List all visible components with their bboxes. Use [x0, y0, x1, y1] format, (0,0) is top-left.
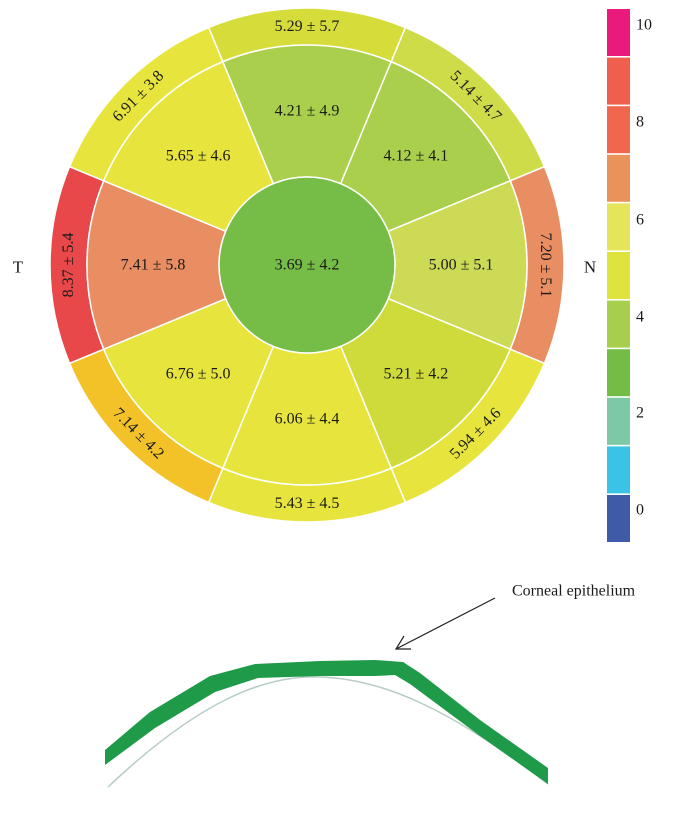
inner-value-nasal: 5.00 ± 5.1 — [429, 257, 494, 274]
legend-swatch-6 — [607, 300, 630, 348]
legend-swatch-3 — [607, 154, 630, 202]
legend-label-6: 6 — [636, 212, 644, 229]
outer-value-superior: 5.29 ± 5.7 — [275, 18, 340, 35]
thickness-map: 5.29 ± 5.75.14 ± 4.77.20 ± 5.15.94 ± 4.6… — [49, 7, 565, 523]
legend-swatch-8 — [607, 397, 630, 445]
legend-swatch-7 — [607, 349, 630, 397]
outer-value-nasal: 7.20 ± 5.1 — [537, 233, 554, 298]
inner-value-superior-temporal: 5.65 ± 4.6 — [166, 148, 231, 165]
legend-label-4: 4 — [636, 309, 644, 326]
annotation-arrowhead — [394, 635, 411, 650]
annotation-pointer-line — [395, 597, 496, 650]
inner-value-temporal: 7.41 ± 5.8 — [121, 257, 186, 274]
legend-swatch-10 — [607, 495, 630, 542]
corneal-epithelium-label: Corneal epithelium — [512, 583, 636, 600]
legend-swatch-1 — [607, 57, 630, 105]
outer-value-inferior: 5.43 ± 4.5 — [275, 495, 340, 512]
corneal-epithelium-band — [105, 660, 548, 784]
legend-swatch-0 — [607, 9, 630, 56]
inner-value-inferior: 6.06 ± 4.4 — [275, 411, 340, 428]
legend-label-2: 2 — [636, 405, 644, 422]
inner-value-inferior-nasal: 5.21 ± 4.2 — [383, 365, 448, 382]
legend-swatch-5 — [607, 252, 630, 299]
center-value: 3.69 ± 4.2 — [275, 257, 340, 274]
inner-value-superior-nasal: 4.12 ± 4.1 — [383, 148, 448, 165]
center-zone — [218, 176, 396, 354]
legend-label-0: 0 — [636, 502, 644, 519]
inner-value-superior: 4.21 ± 4.9 — [275, 103, 340, 120]
corneal-stroma-curve — [107, 676, 549, 788]
legend-label-8: 8 — [636, 114, 644, 131]
legend-swatch-9 — [607, 446, 630, 494]
outer-value-temporal: 8.37 ± 5.4 — [60, 233, 77, 298]
legend-label-10: 10 — [636, 17, 652, 34]
legend-swatch-4 — [607, 203, 630, 251]
legend-swatch-2 — [607, 106, 630, 154]
legend-swatches — [607, 9, 630, 542]
temporal-side-label: T — [13, 258, 24, 277]
nasal-side-label: N — [584, 258, 596, 277]
corneal-cross-section: Corneal epithelium — [105, 583, 636, 788]
color-scale-legend: 10 8 6 4 2 0 — [607, 9, 652, 542]
inner-value-inferior-temporal: 6.76 ± 5.0 — [166, 365, 231, 382]
